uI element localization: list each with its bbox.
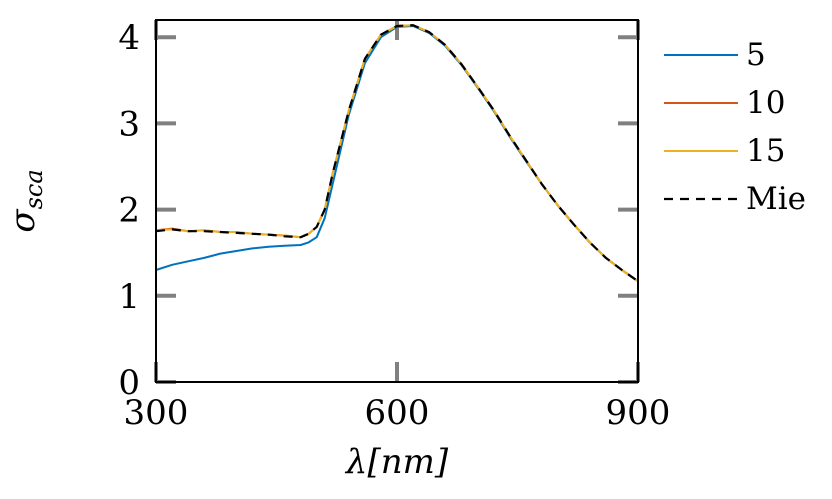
x-tick-label: 300 — [124, 393, 189, 433]
series-line-mie — [155, 24, 639, 283]
x-tick-label: 600 — [365, 393, 430, 433]
legend-label-mie: Mie — [746, 181, 806, 217]
y-tick-label: 0 — [118, 363, 140, 403]
x-tick-label: 900 — [606, 393, 671, 433]
y-axis-label-sub: sca — [20, 169, 48, 209]
series-line-10 — [155, 24, 639, 283]
legend-label-5: 5 — [746, 37, 766, 73]
legend-label-15: 15 — [746, 133, 785, 169]
series-line-15 — [155, 24, 639, 283]
y-axis-label-main: σ — [3, 209, 43, 233]
tick-marks — [154, 20, 640, 384]
y-tick-label: 2 — [118, 191, 140, 231]
y-tick-label: 1 — [118, 277, 140, 317]
y-axis-label: σsca — [3, 169, 48, 232]
legend: 5 10 15 Mie — [664, 37, 806, 217]
series-layer — [155, 24, 639, 283]
legend-label-10: 10 — [746, 85, 785, 121]
series-line-5 — [155, 25, 639, 283]
y-tick-label: 4 — [118, 18, 140, 58]
y-tick-label: 3 — [118, 104, 140, 144]
tick-labels: 0 1 2 3 4 300 600 900 — [118, 18, 670, 433]
plot-frame — [155, 19, 639, 383]
x-axis-label: λ[nm] — [344, 442, 449, 482]
